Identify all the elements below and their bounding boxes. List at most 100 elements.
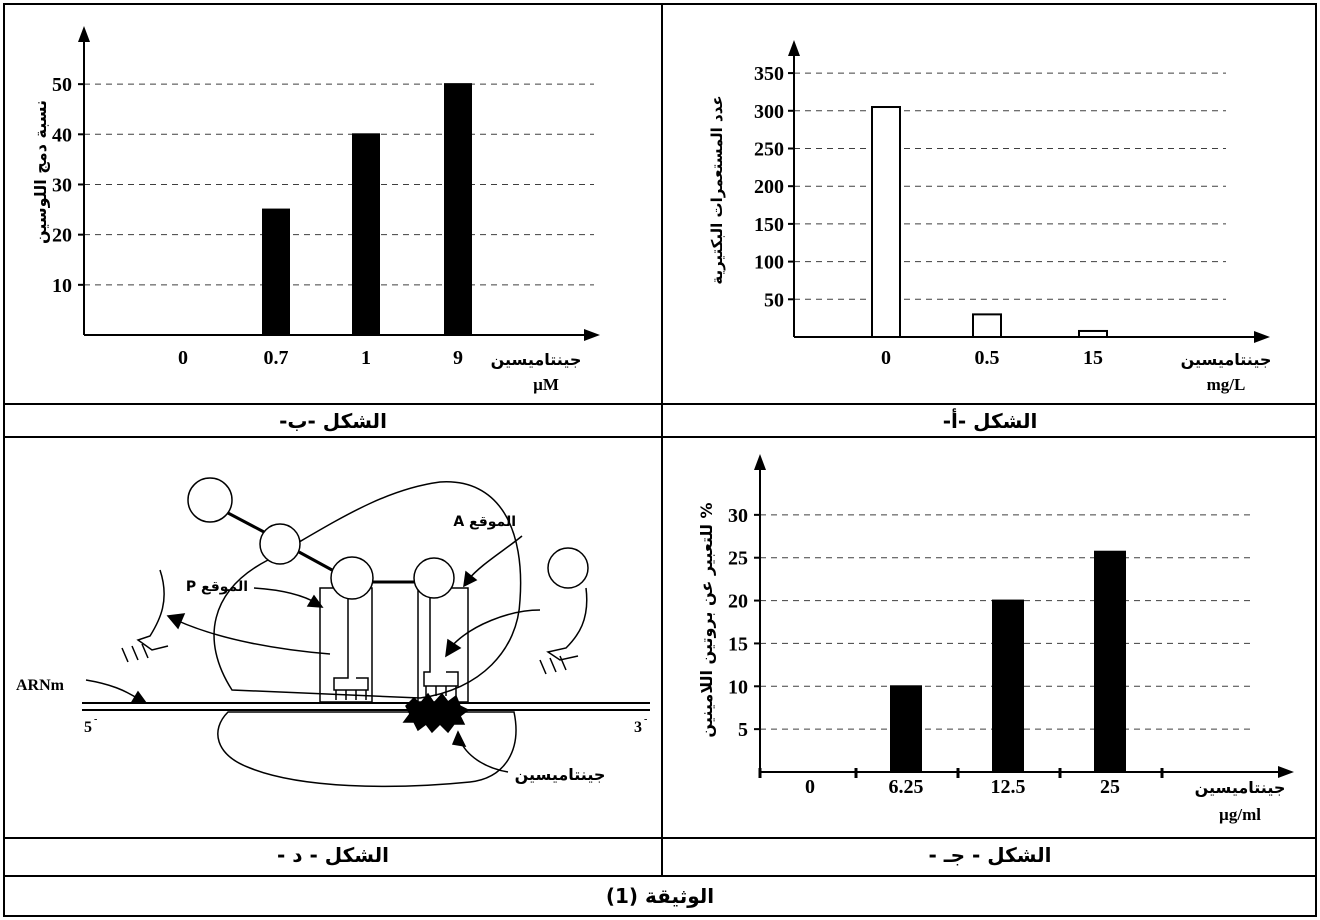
enter-arrow-head <box>445 638 462 658</box>
chart-a-ylabel: عدد المستعمرات البكتيرية <box>708 95 726 284</box>
site-a-label: الموقع A <box>453 514 516 530</box>
mrna-arrow <box>85 679 141 701</box>
gentamicin-molecule <box>402 692 470 734</box>
ribosome-diagram <box>82 477 650 788</box>
site-p-arrow <box>253 587 319 605</box>
site-a-arrow-head <box>463 570 478 588</box>
chart-c-x-arrow <box>1278 766 1294 778</box>
chart-a-bar-0 <box>871 106 901 338</box>
chart-c-xtick-label-2: 12.5 <box>991 776 1026 798</box>
three-prime-mark: - <box>644 714 647 725</box>
chart-b-xtick-label-0: 0 <box>178 347 188 369</box>
peptide-bond-1 <box>227 511 265 534</box>
chart-a-ytick-label-3: 200 <box>754 176 784 198</box>
ribosome-large-subunit <box>213 481 522 699</box>
chart-a-ytick-label-1: 100 <box>754 252 784 274</box>
trna-exiting <box>136 569 169 651</box>
mrna-label: ARNm <box>16 677 65 694</box>
chart-c-bar-2 <box>992 599 1024 773</box>
peptide-bond-2 <box>298 550 333 572</box>
chart-c-xtick-label-1: 6.25 <box>889 776 924 798</box>
amino-acid-5 <box>547 547 589 589</box>
chart-a-ytick-label-4: 250 <box>754 138 784 160</box>
chart-b-ytick-label-2: 30 <box>52 174 72 196</box>
trna-p-site <box>333 598 369 691</box>
chart-b-xtick-label-2: 1 <box>361 347 371 369</box>
amino-acid-1 <box>187 477 233 523</box>
site-p-arrow-head <box>306 594 324 608</box>
chart-b-ylabel: نسبة دمج اللوسين <box>31 100 50 244</box>
chart-b-ytick-label-4: 50 <box>52 74 72 96</box>
chart-b-ytick-label-0: 10 <box>52 275 72 297</box>
site-a-arrow <box>467 535 523 581</box>
chart-c-y-arrow <box>754 454 766 470</box>
chart-a-xunit: mg/L <box>1207 375 1246 394</box>
amino-acid-2 <box>259 523 301 565</box>
chart-a: 50 100 150 200 250 300 350 0 0.5 15 <box>754 40 1270 369</box>
chart-a-x-arrow <box>1254 331 1270 343</box>
chart-b-xunit: µM <box>533 375 559 394</box>
trna-a-anticodon <box>425 686 457 696</box>
chart-a-ytick-label-6: 350 <box>754 63 784 85</box>
chart-c-xunit: µg/ml <box>1219 805 1261 824</box>
caption-figure-a: الشكل -أ- <box>943 407 1038 433</box>
chart-a-y-arrow <box>788 40 800 56</box>
chart-c-xtick-label-3: 25 <box>1100 776 1120 798</box>
chart-b-ytick-label-3: 40 <box>52 124 72 146</box>
chart-b-bar-3 <box>444 83 472 337</box>
caption-figure-c: الشكل - جـ - <box>929 843 1052 867</box>
chart-c-xtick-label-0: 0 <box>805 776 815 798</box>
ribosome-small-subunit <box>217 711 517 788</box>
chart-c-ytick-label-3: 20 <box>728 591 748 613</box>
amino-acid-4 <box>413 557 455 599</box>
chart-b-bar-2 <box>352 133 380 336</box>
chart-a-ytick-label-5: 300 <box>754 101 784 123</box>
chart-a-bar-1 <box>972 313 1002 339</box>
chart-a-xtick-label-1: 0.5 <box>975 347 1000 369</box>
exit-arrow <box>175 619 331 655</box>
chart-b: 10 20 30 40 50 0 0.7 1 9 <box>52 26 600 369</box>
chart-b-xlabel: جينتاميسين <box>491 350 582 369</box>
trna-p-anticodon <box>335 690 367 700</box>
chart-a-xtick-label-0: 0 <box>881 347 891 369</box>
chart-b-x-arrow <box>584 329 600 341</box>
chart-c-bar-1 <box>890 685 922 773</box>
outer-border <box>3 3 1317 917</box>
chart-a-ytick-label-0: 50 <box>764 289 784 311</box>
trna-a-site <box>423 598 459 687</box>
trna-entering-anticodon <box>539 655 567 675</box>
exit-arrow-head <box>166 613 186 630</box>
chart-b-xtick-label-3: 9 <box>453 347 463 369</box>
chart-c-ytick-label-5: 30 <box>728 505 748 527</box>
chart-b-y-arrow <box>78 26 90 42</box>
chart-c-xlabel: جينتاميسين <box>1195 778 1286 797</box>
trna-exiting-anticodon <box>121 643 149 663</box>
chart-b-bar-1 <box>262 208 290 337</box>
chart-c: 5 10 15 20 25 30 0 6.25 12.5 25 <box>728 454 1294 798</box>
chart-c-ytick-label-1: 10 <box>728 676 748 698</box>
chart-a-xlabel: جينتاميسين <box>1181 350 1272 369</box>
chart-c-bar-3 <box>1094 550 1126 774</box>
drug-arrow-head <box>451 730 467 747</box>
mrna-arrow-head <box>130 690 148 704</box>
chart-c-ytick-label-4: 25 <box>728 548 748 570</box>
p-site-box <box>319 587 373 703</box>
drug-arrow <box>459 739 509 773</box>
five-prime-label: 5 <box>84 719 92 736</box>
trna-entering <box>546 587 588 661</box>
five-prime-mark: - <box>94 714 97 725</box>
site-p-label: الموقع P <box>186 579 248 595</box>
chart-a-ytick-label-2: 150 <box>754 214 784 236</box>
amino-acid-3 <box>330 556 374 600</box>
caption-figure-d: الشكل - د - <box>277 843 389 867</box>
enter-arrow <box>449 609 541 649</box>
chart-c-ytick-label-0: 5 <box>738 719 748 741</box>
caption-figure-b: الشكل -ب- <box>279 409 387 433</box>
chart-b-xtick-label-1: 0.7 <box>264 347 289 369</box>
document-title: الوثيقة (1) <box>606 884 714 908</box>
table-grid <box>3 3 1317 917</box>
chart-a-xtick-label-2: 15 <box>1083 347 1103 369</box>
a-site-box <box>417 587 469 703</box>
